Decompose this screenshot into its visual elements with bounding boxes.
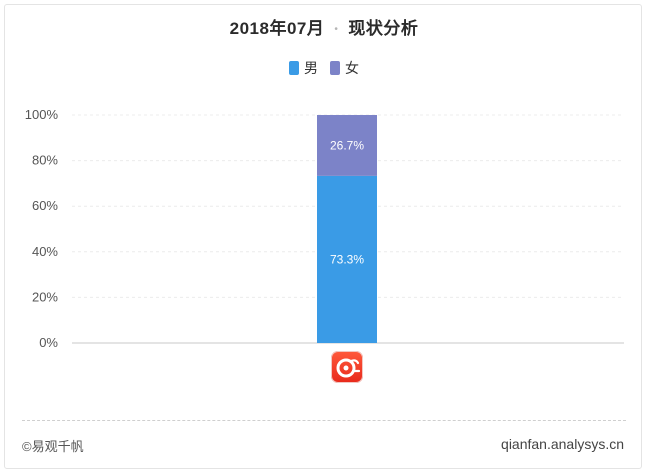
bar-segment-female xyxy=(317,115,377,176)
title-separator: • xyxy=(334,24,339,36)
bar-segment-male xyxy=(317,175,377,343)
y-tick-label: 60% xyxy=(32,198,58,213)
title-subject: 现状分析 xyxy=(348,19,419,38)
legend-item-male[interactable]: 男 xyxy=(289,58,318,78)
legend-label-female: 女 xyxy=(344,60,359,76)
copyright-text: ©易观千帆 xyxy=(22,439,84,454)
footer-divider xyxy=(22,420,626,421)
y-tick-label: 40% xyxy=(32,244,58,259)
y-tick-label: 80% xyxy=(32,153,58,168)
qianfan-app-icon xyxy=(331,351,363,383)
y-tick-label: 0% xyxy=(39,335,58,350)
data-label: 73.3% xyxy=(330,252,364,266)
legend-swatch-female xyxy=(329,61,340,75)
legend-swatch-male xyxy=(289,61,300,75)
legend-label-male: 男 xyxy=(304,60,319,76)
y-tick-label: 20% xyxy=(32,289,58,304)
app-logo-icon xyxy=(336,358,361,378)
chart-title: 2018年07月 • 现状分析 xyxy=(0,14,648,39)
title-date: 2018年07月 xyxy=(229,19,325,38)
y-tick-label: 100% xyxy=(25,107,59,122)
legend: 男 女 xyxy=(0,58,648,78)
data-label: 26.7% xyxy=(330,138,364,152)
site-url: qianfan.analysys.cn xyxy=(501,436,624,452)
legend-item-female[interactable]: 女 xyxy=(329,58,359,78)
